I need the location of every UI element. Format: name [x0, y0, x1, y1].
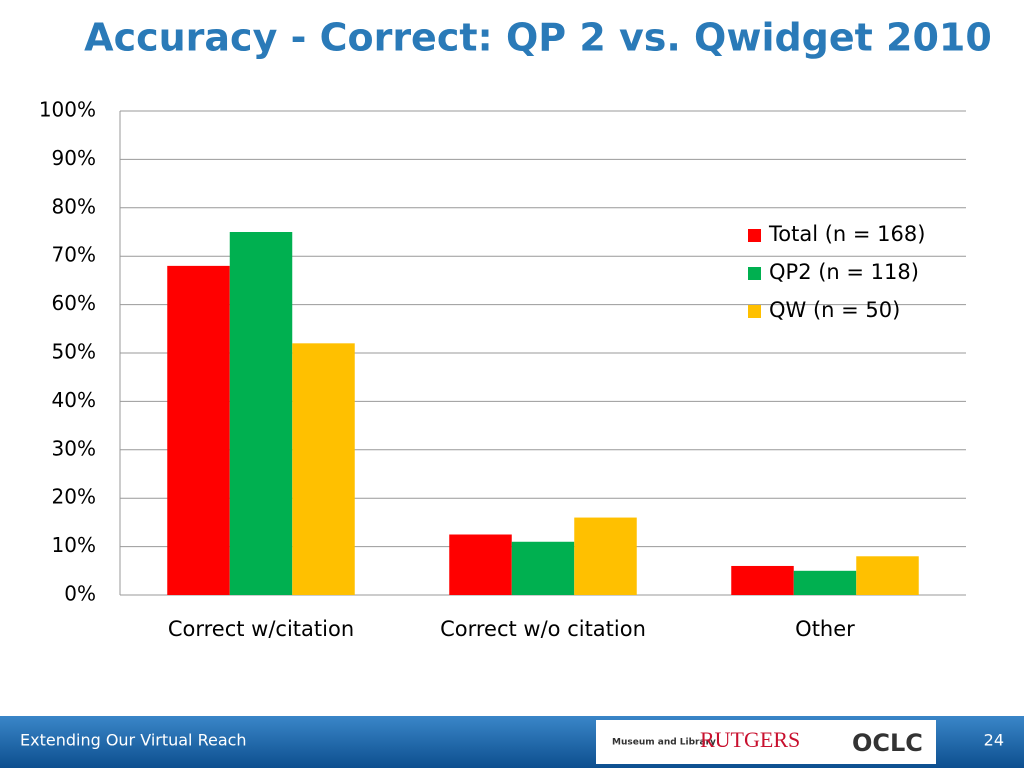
y-tick-label: 90%: [52, 146, 96, 170]
logo-imls: Museum and Library: [612, 738, 716, 748]
legend-label: QP2 (n = 118): [769, 260, 919, 284]
x-tick-label: Correct w/citation: [168, 617, 354, 641]
bar: [229, 232, 293, 595]
bar: [574, 517, 637, 595]
logo-panel: [596, 720, 936, 764]
bar: [292, 343, 355, 595]
y-tick-label: 20%: [52, 485, 96, 509]
y-tick-label: 100%: [39, 98, 96, 122]
logo-rutgers: RUTGERS: [700, 727, 800, 752]
bar: [856, 556, 919, 595]
bar: [793, 570, 857, 595]
x-tick-label: Correct w/o citation: [440, 617, 646, 641]
y-tick-label: 10%: [52, 533, 96, 557]
chart-title: Accuracy - Correct: QP 2 vs. Qwidget 201…: [84, 16, 992, 60]
y-tick-label: 70%: [52, 243, 96, 267]
y-tick-label: 50%: [52, 340, 96, 364]
bar: [449, 534, 512, 595]
legend-swatch: [748, 305, 761, 318]
y-tick-label: 40%: [52, 388, 96, 412]
legend-label: QW (n = 50): [769, 298, 900, 322]
logo-oclc: OCLC: [852, 729, 923, 757]
y-tick-label: 60%: [52, 291, 96, 315]
legend-swatch: [748, 267, 761, 280]
page-number: 24: [984, 731, 1004, 750]
legend-label: Total (n = 168): [768, 222, 925, 246]
bar: [167, 265, 230, 595]
y-tick-label: 0%: [64, 582, 96, 606]
x-tick-label: Other: [795, 617, 855, 641]
bar: [511, 541, 575, 595]
y-tick-label: 80%: [52, 194, 96, 218]
footer-text: Extending Our Virtual Reach: [20, 731, 247, 750]
y-tick-label: 30%: [52, 436, 96, 460]
legend-swatch: [748, 229, 761, 242]
bar: [731, 565, 794, 595]
